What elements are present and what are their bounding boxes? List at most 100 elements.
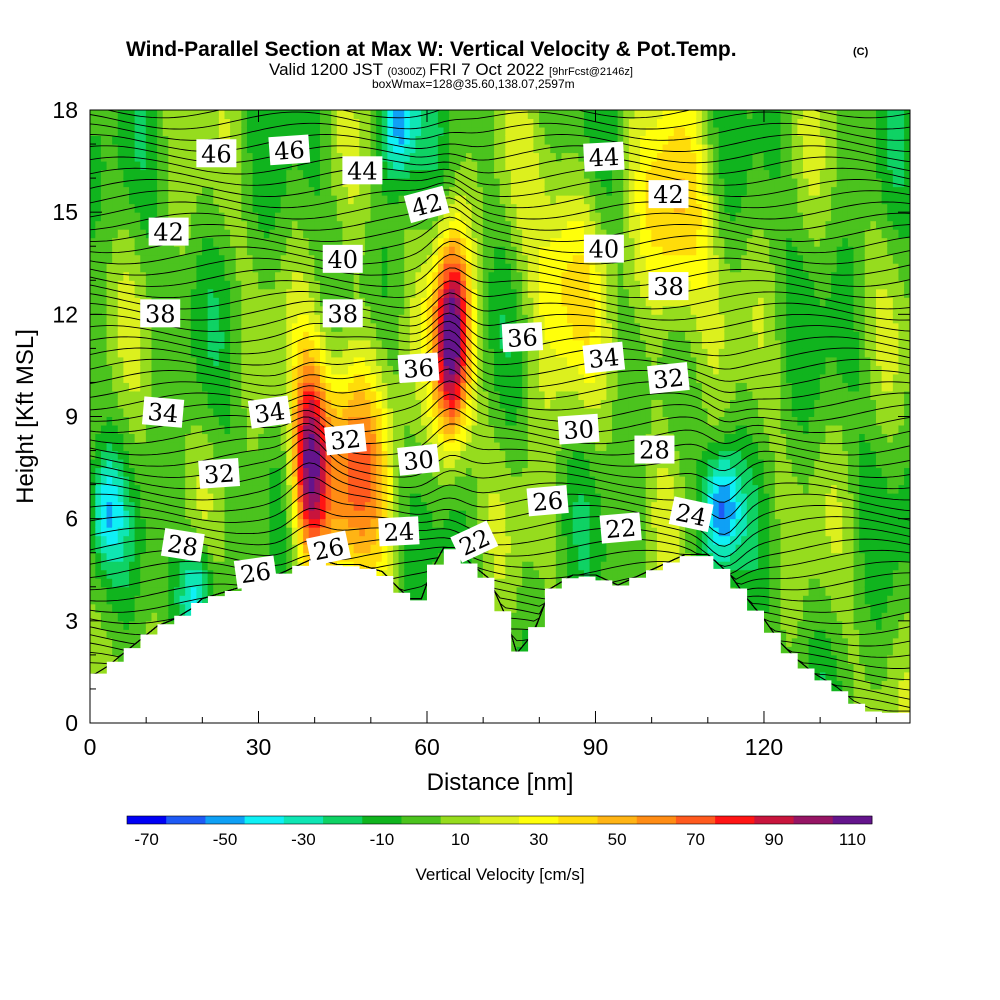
velocity-cell — [421, 339, 428, 349]
velocity-cell — [246, 305, 254, 315]
velocity-cell — [415, 110, 422, 120]
velocity-cell — [308, 305, 316, 315]
velocity-cell — [173, 118, 181, 128]
velocity-cell — [129, 254, 136, 264]
velocity-cell — [398, 569, 406, 579]
velocity-cell — [106, 552, 113, 562]
velocity-cell — [392, 475, 400, 486]
velocity-cell — [90, 509, 97, 520]
velocity-cell — [145, 271, 153, 281]
velocity-cell — [308, 365, 316, 375]
velocity-cell — [331, 458, 338, 469]
velocity-cell — [376, 569, 383, 579]
velocity-cell — [213, 501, 220, 511]
velocity-cell — [319, 492, 327, 503]
velocity-cell — [387, 390, 394, 400]
velocity-cell — [387, 152, 394, 162]
velocity-cell — [117, 467, 125, 477]
velocity-cell — [157, 424, 164, 435]
velocity-cell — [421, 314, 428, 324]
velocity-cell — [342, 467, 349, 477]
velocity-cell — [117, 297, 125, 307]
velocity-cell — [426, 535, 434, 545]
velocity-cell — [269, 211, 276, 222]
velocity-cell — [381, 297, 389, 307]
velocity-cell — [398, 297, 406, 307]
velocity-cell — [95, 373, 102, 383]
velocity-cell — [230, 501, 237, 511]
velocity-cell — [460, 271, 467, 281]
velocity-cell — [460, 484, 467, 494]
velocity-cell — [421, 509, 428, 520]
velocity-cell — [151, 441, 158, 452]
velocity-cell — [134, 237, 142, 247]
velocity-cell — [151, 211, 158, 222]
velocity-cell — [179, 339, 186, 349]
velocity-cell — [303, 552, 310, 562]
velocity-cell — [218, 433, 226, 443]
velocity-cell — [224, 237, 231, 247]
velocity-cell — [348, 220, 355, 230]
velocity-cell — [140, 552, 147, 562]
velocity-cell — [106, 237, 113, 247]
velocity-cell — [134, 620, 142, 630]
velocity-cell — [387, 424, 394, 435]
velocity-cell — [409, 254, 417, 264]
velocity-cell — [162, 143, 170, 154]
velocity-cell — [291, 560, 299, 571]
velocity-cell — [331, 237, 338, 247]
velocity-cell — [398, 382, 406, 392]
velocity-cell — [376, 331, 383, 341]
velocity-cell — [381, 288, 389, 298]
velocity-cell — [348, 279, 355, 290]
velocity-cell — [100, 492, 108, 503]
velocity-cell — [466, 407, 473, 417]
velocity-cell — [134, 441, 142, 452]
velocity-cell — [297, 203, 304, 213]
velocity-cell — [387, 356, 394, 366]
velocity-cell — [286, 373, 293, 383]
velocity-cell — [117, 194, 125, 205]
velocity-cell — [202, 356, 209, 366]
velocity-cell — [106, 535, 113, 545]
velocity-cell — [190, 586, 198, 596]
velocity-cell — [325, 492, 333, 503]
velocity-cell — [303, 382, 310, 392]
velocity-cell — [353, 135, 361, 145]
velocity-cell — [129, 271, 136, 281]
velocity-cell — [145, 577, 153, 588]
velocity-cell — [381, 407, 389, 417]
velocity-cell — [106, 254, 113, 264]
velocity-cell — [308, 237, 316, 247]
velocity-cell — [95, 237, 102, 247]
velocity-cell — [157, 467, 164, 477]
velocity-cell — [460, 279, 467, 290]
velocity-cell — [370, 110, 377, 120]
velocity-cell — [319, 356, 327, 366]
velocity-cell — [454, 458, 462, 469]
velocity-cell — [218, 492, 226, 503]
velocity-cell — [286, 211, 293, 222]
velocity-cell — [449, 407, 456, 417]
velocity-cell — [286, 186, 293, 196]
velocity-cell — [421, 322, 428, 332]
velocity-cell — [95, 663, 102, 673]
velocity-cell — [207, 450, 215, 460]
velocity-cell — [415, 569, 422, 579]
velocity-cell — [471, 203, 479, 213]
velocity-cell — [275, 467, 282, 477]
velocity-cell — [319, 186, 327, 196]
velocity-cell — [471, 314, 479, 324]
velocity-cell — [207, 518, 215, 528]
velocity-cell — [235, 160, 243, 171]
velocity-cell — [404, 390, 411, 400]
velocity-cell — [303, 441, 310, 452]
velocity-cell — [314, 339, 321, 349]
velocity-cell — [437, 552, 445, 562]
velocity-cell — [286, 526, 293, 537]
velocity-cell — [426, 228, 434, 239]
velocity-cell — [449, 373, 456, 383]
velocity-cell — [477, 560, 484, 571]
velocity-cell — [95, 135, 102, 145]
velocity-cell — [190, 433, 198, 443]
